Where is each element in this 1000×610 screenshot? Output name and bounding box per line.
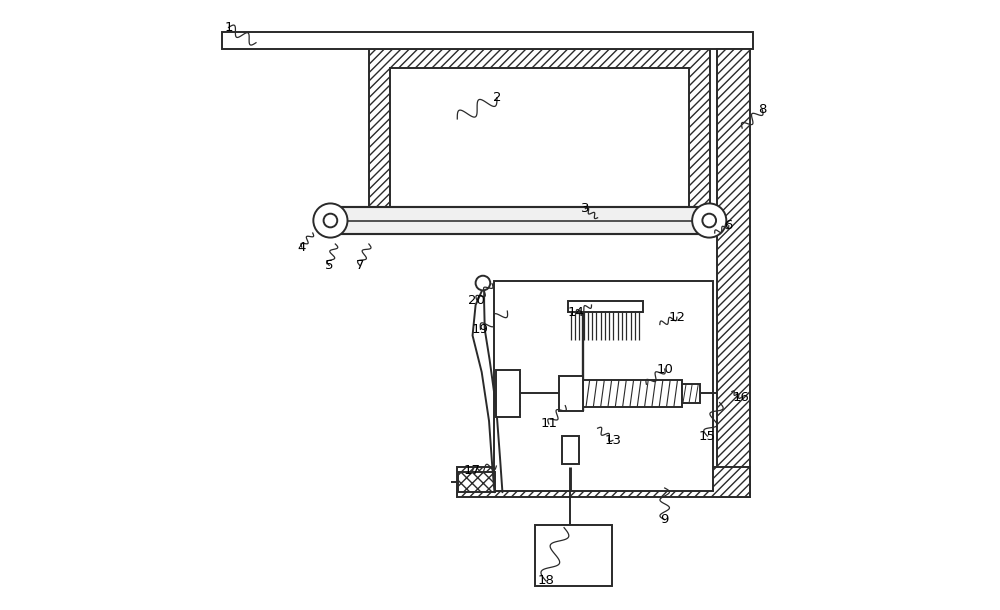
Bar — [583, 380, 682, 407]
Circle shape — [702, 214, 716, 228]
Bar — [369, 49, 710, 217]
Bar — [330, 207, 709, 234]
Bar — [562, 436, 579, 464]
Bar — [717, 49, 750, 497]
Text: 7: 7 — [355, 259, 364, 272]
Text: 4: 4 — [298, 240, 306, 254]
Bar — [458, 472, 495, 492]
Text: 14: 14 — [568, 306, 585, 320]
Text: 2: 2 — [493, 91, 501, 104]
Text: 8: 8 — [758, 103, 766, 117]
Bar — [457, 467, 750, 497]
Text: 11: 11 — [540, 417, 557, 431]
Text: 10: 10 — [656, 362, 673, 376]
Circle shape — [324, 214, 337, 228]
Circle shape — [476, 276, 490, 290]
Circle shape — [692, 203, 726, 237]
Bar — [390, 68, 689, 215]
Text: 18: 18 — [537, 574, 554, 587]
Bar — [494, 281, 713, 491]
Circle shape — [313, 203, 348, 237]
Bar — [222, 32, 753, 49]
Text: 12: 12 — [668, 310, 685, 324]
Text: 15: 15 — [699, 429, 716, 443]
Bar — [535, 525, 612, 586]
Text: 5: 5 — [325, 259, 333, 272]
Text: 9: 9 — [661, 513, 669, 526]
Text: 13: 13 — [604, 434, 621, 447]
Bar — [682, 384, 700, 403]
Text: 6: 6 — [725, 219, 733, 232]
Bar — [559, 376, 583, 411]
Text: 16: 16 — [733, 391, 749, 404]
Text: 3: 3 — [581, 202, 590, 215]
Text: 1: 1 — [224, 21, 233, 34]
Text: 17: 17 — [464, 464, 481, 478]
Bar — [568, 301, 643, 312]
Text: 20: 20 — [468, 293, 485, 307]
Text: 19: 19 — [472, 323, 489, 336]
Bar — [496, 370, 520, 417]
